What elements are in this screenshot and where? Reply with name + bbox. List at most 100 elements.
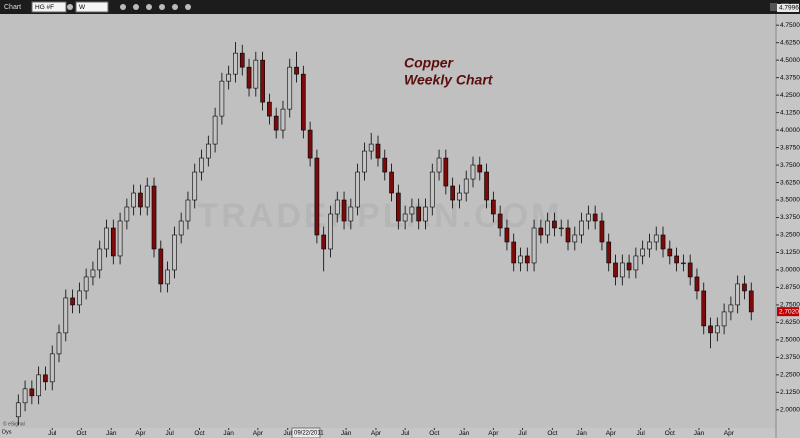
minimize-button[interactable]	[770, 3, 778, 11]
x-tick-label: Apr	[135, 430, 146, 437]
plot-area	[0, 14, 776, 428]
candle-body	[43, 374, 48, 383]
candle-body	[49, 353, 55, 383]
x-tick-label: Apr	[371, 430, 382, 437]
candle-body	[192, 171, 198, 201]
candle-body	[287, 66, 293, 110]
x-tick-label: Jan	[459, 430, 470, 437]
candle-body	[742, 283, 747, 292]
candle-body	[172, 234, 177, 271]
interval-box[interactable]	[75, 1, 109, 13]
candle-body	[640, 248, 645, 257]
symbol-box[interactable]	[31, 1, 67, 13]
x-tick-label: Jul	[165, 430, 174, 437]
candle-body	[497, 213, 503, 229]
candle-body	[694, 276, 700, 292]
candle-body	[219, 80, 225, 117]
y-tick-label: 2.1250	[780, 389, 800, 396]
y-tick-label: 3.1250	[780, 249, 800, 256]
candle-body	[687, 262, 693, 278]
x-tick-label: Apr	[606, 430, 617, 437]
y-tick-label: 4.2500	[780, 92, 800, 99]
candle-body	[22, 388, 28, 404]
candle-body	[90, 269, 96, 278]
x-tick-label: Apr	[724, 430, 735, 437]
candle-body	[328, 213, 333, 250]
candle-body	[63, 297, 69, 334]
x-tick-label: Jul	[401, 430, 410, 437]
candle-body	[728, 304, 734, 313]
last-price-label: 2.7020	[779, 308, 799, 315]
y-tick-label: 3.5000	[780, 197, 800, 204]
candle-body	[117, 220, 123, 257]
x-tick-label: Jul	[48, 430, 57, 437]
x-tick-label: Oct	[429, 430, 439, 437]
x-tick-label: Jan	[106, 430, 117, 437]
candle-body	[355, 171, 360, 208]
candle-body	[212, 115, 218, 145]
candle-body	[375, 143, 381, 159]
y-tick-label: 4.0000	[780, 127, 800, 134]
candle-body	[436, 157, 442, 173]
candle-body	[246, 66, 252, 89]
candle-body	[619, 262, 625, 278]
candle-body	[586, 213, 591, 222]
y-tick-label: 2.7500	[780, 302, 800, 309]
high-label: 4.7996	[779, 5, 799, 12]
candle-body	[538, 227, 544, 236]
candle-body	[565, 227, 571, 243]
candle-body	[396, 192, 401, 222]
candle-body	[334, 199, 340, 215]
candle-body	[674, 255, 679, 264]
candle-body	[735, 283, 741, 306]
y-tick-label: 4.6250	[780, 39, 800, 46]
candle-body	[239, 52, 245, 68]
candle-body	[104, 227, 109, 250]
toolbar	[0, 0, 800, 14]
candle-body	[633, 255, 639, 271]
credit: © eSignal	[3, 420, 25, 427]
y-tick-label: 2.3750	[780, 354, 800, 361]
y-tick-label: 2.0000	[780, 407, 800, 414]
candle-body	[131, 192, 136, 208]
candle-body	[77, 290, 82, 306]
candle-body	[748, 290, 754, 313]
candle-body	[83, 276, 89, 292]
y-tick-label: 4.3750	[780, 74, 800, 81]
candle-body	[708, 325, 713, 334]
candle-body	[714, 325, 720, 334]
time-axis	[0, 428, 776, 438]
candle-body	[341, 199, 347, 222]
window-title: Chart	[4, 4, 21, 11]
candle-body	[280, 108, 286, 131]
price-axis	[776, 14, 800, 438]
candle-body	[429, 171, 435, 208]
y-tick-label: 4.7500	[780, 22, 800, 29]
candle-body	[511, 241, 517, 264]
toolbar-icons[interactable]	[67, 4, 191, 10]
y-tick-label: 3.0000	[780, 267, 800, 274]
corner-label: Dys	[2, 429, 12, 435]
x-tick-label: Jul	[284, 430, 293, 437]
x-tick-label: Apr	[488, 430, 499, 437]
candle-body	[314, 157, 320, 236]
x-tick-label: Jan	[223, 430, 234, 437]
candle-body	[667, 248, 673, 257]
interval[interactable]: W	[79, 4, 86, 11]
candle-body	[56, 332, 62, 355]
y-tick-label: 3.8750	[780, 144, 800, 151]
candle-body	[477, 164, 483, 173]
symbol[interactable]: HG #F	[35, 4, 54, 11]
candle-body	[701, 290, 707, 327]
x-tick-label: Apr	[253, 430, 264, 437]
y-tick-label: 2.5000	[780, 337, 800, 344]
candle-body	[409, 206, 415, 215]
candle-body	[402, 213, 408, 222]
x-tick-label: Jan	[576, 430, 587, 437]
candle-body	[199, 157, 204, 173]
candle-body	[592, 213, 598, 222]
candle-body	[545, 220, 550, 236]
y-tick-label: 4.1250	[780, 109, 800, 116]
